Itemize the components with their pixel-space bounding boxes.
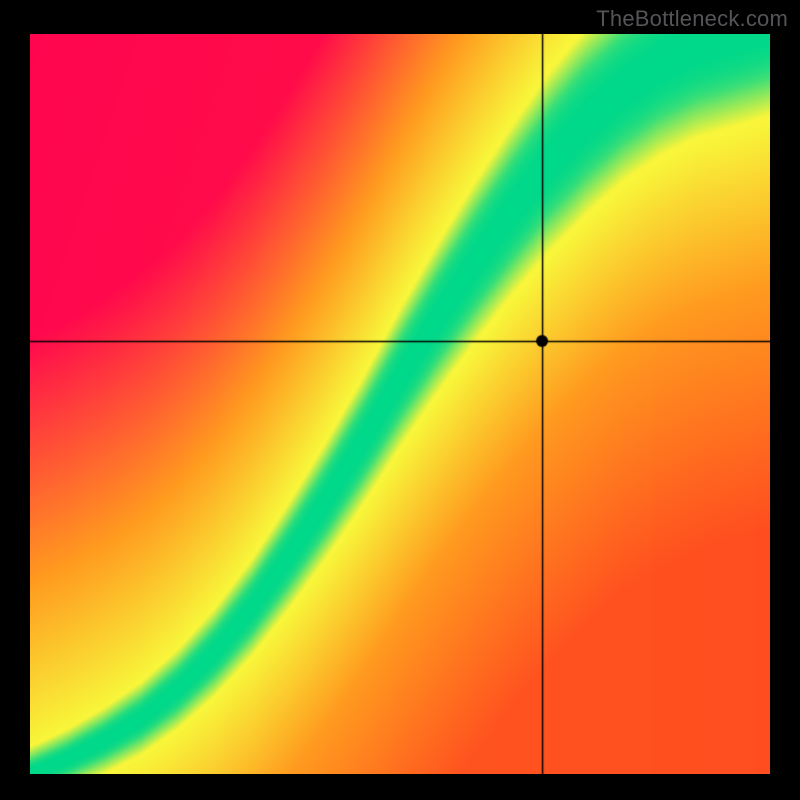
chart-container: TheBottleneck.com <box>0 0 800 800</box>
heatmap-canvas <box>30 34 770 774</box>
watermark-text: TheBottleneck.com <box>596 6 788 32</box>
heatmap-plot <box>30 34 770 774</box>
